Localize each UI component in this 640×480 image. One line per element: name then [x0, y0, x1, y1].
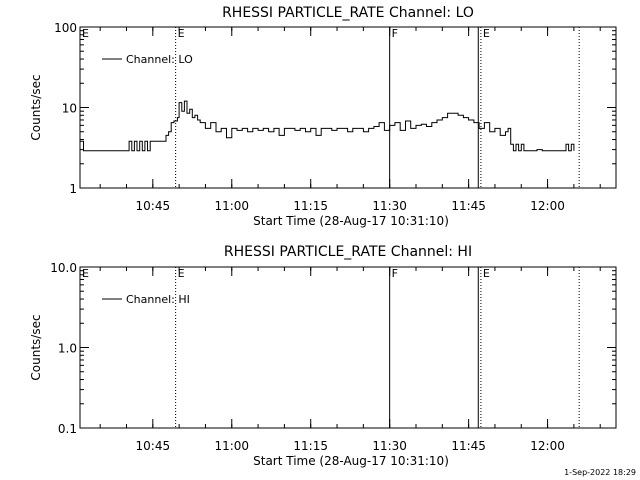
- plot-frame: [79, 26, 617, 189]
- chart-title: RHESSI PARTICLE_RATE Channel: HI: [224, 244, 472, 260]
- x-tick-label: 11:15: [293, 439, 328, 453]
- event-marker-label: E: [483, 267, 490, 280]
- x-tick-label: 10:45: [136, 199, 171, 213]
- generation-timestamp: 1-Sep-2022 18:29: [564, 468, 636, 477]
- plot-frame: [79, 266, 617, 429]
- y-tick-label: 0.1: [58, 422, 77, 436]
- x-tick-label: 11:45: [451, 199, 486, 213]
- event-markers: E F EE: [82, 267, 580, 428]
- y-tick-label: 100: [54, 21, 77, 35]
- chart-hi-channel: RHESSI PARTICLE_RATE Channel: HI 0.1 1.0 1…: [29, 244, 617, 468]
- event-markers: E F EE: [82, 27, 580, 188]
- x-tick-label: 12:00: [530, 439, 565, 453]
- x-axis-label: Start Time (28-Aug-17 10:31:10): [253, 214, 449, 228]
- x-tick-label: 12:00: [530, 199, 565, 213]
- x-tick-label: 11:30: [372, 199, 407, 213]
- x-axis-label: Start Time (28-Aug-17 10:31:10): [253, 454, 449, 468]
- y-tick-label: 1: [69, 182, 77, 196]
- x-tick-label: 11:45: [451, 439, 486, 453]
- y-tick-label: 10: [62, 102, 77, 116]
- event-marker-label: E: [82, 267, 89, 280]
- event-marker-label: E: [82, 27, 89, 40]
- event-marker-label: E: [483, 27, 490, 40]
- x-ticks: 10:45 11:00 11:15 11:30 11:45 12:00: [99, 267, 601, 453]
- event-marker-label: E: [178, 267, 185, 280]
- series-line-lo: [80, 100, 575, 152]
- y-axis-label: Counts/sec: [29, 74, 43, 140]
- x-tick-label: 11:30: [372, 439, 407, 453]
- event-marker-label: F: [392, 267, 398, 280]
- legend: Channel: HI: [102, 293, 190, 306]
- chart-lo-channel: RHESSI PARTICLE_RATE Channel: LO 110100 …: [29, 5, 617, 228]
- x-tick-label: 10:45: [136, 439, 171, 453]
- legend: Channel: LO: [102, 53, 193, 66]
- event-marker-label: E: [178, 27, 185, 40]
- legend-label: Channel: LO: [126, 53, 193, 66]
- legend-label: Channel: HI: [126, 293, 190, 306]
- x-ticks: 10:45 11:00 11:15 11:30 11:45 12:00: [99, 27, 601, 213]
- y-tick-label: 1.0: [58, 342, 77, 356]
- y-ticks: 0.1 1.0 10.0: [50, 261, 616, 436]
- chart-title: RHESSI PARTICLE_RATE Channel: LO: [222, 5, 474, 21]
- y-ticks: 1 10 100: [54, 21, 616, 196]
- x-tick-label: 11:00: [214, 439, 249, 453]
- y-axis-label: Counts/sec: [29, 314, 43, 380]
- x-tick-label: 11:00: [214, 199, 249, 213]
- y-tick-label: 10.0: [50, 261, 77, 275]
- x-tick-label: 11:15: [293, 199, 328, 213]
- event-marker-label: F: [392, 27, 398, 40]
